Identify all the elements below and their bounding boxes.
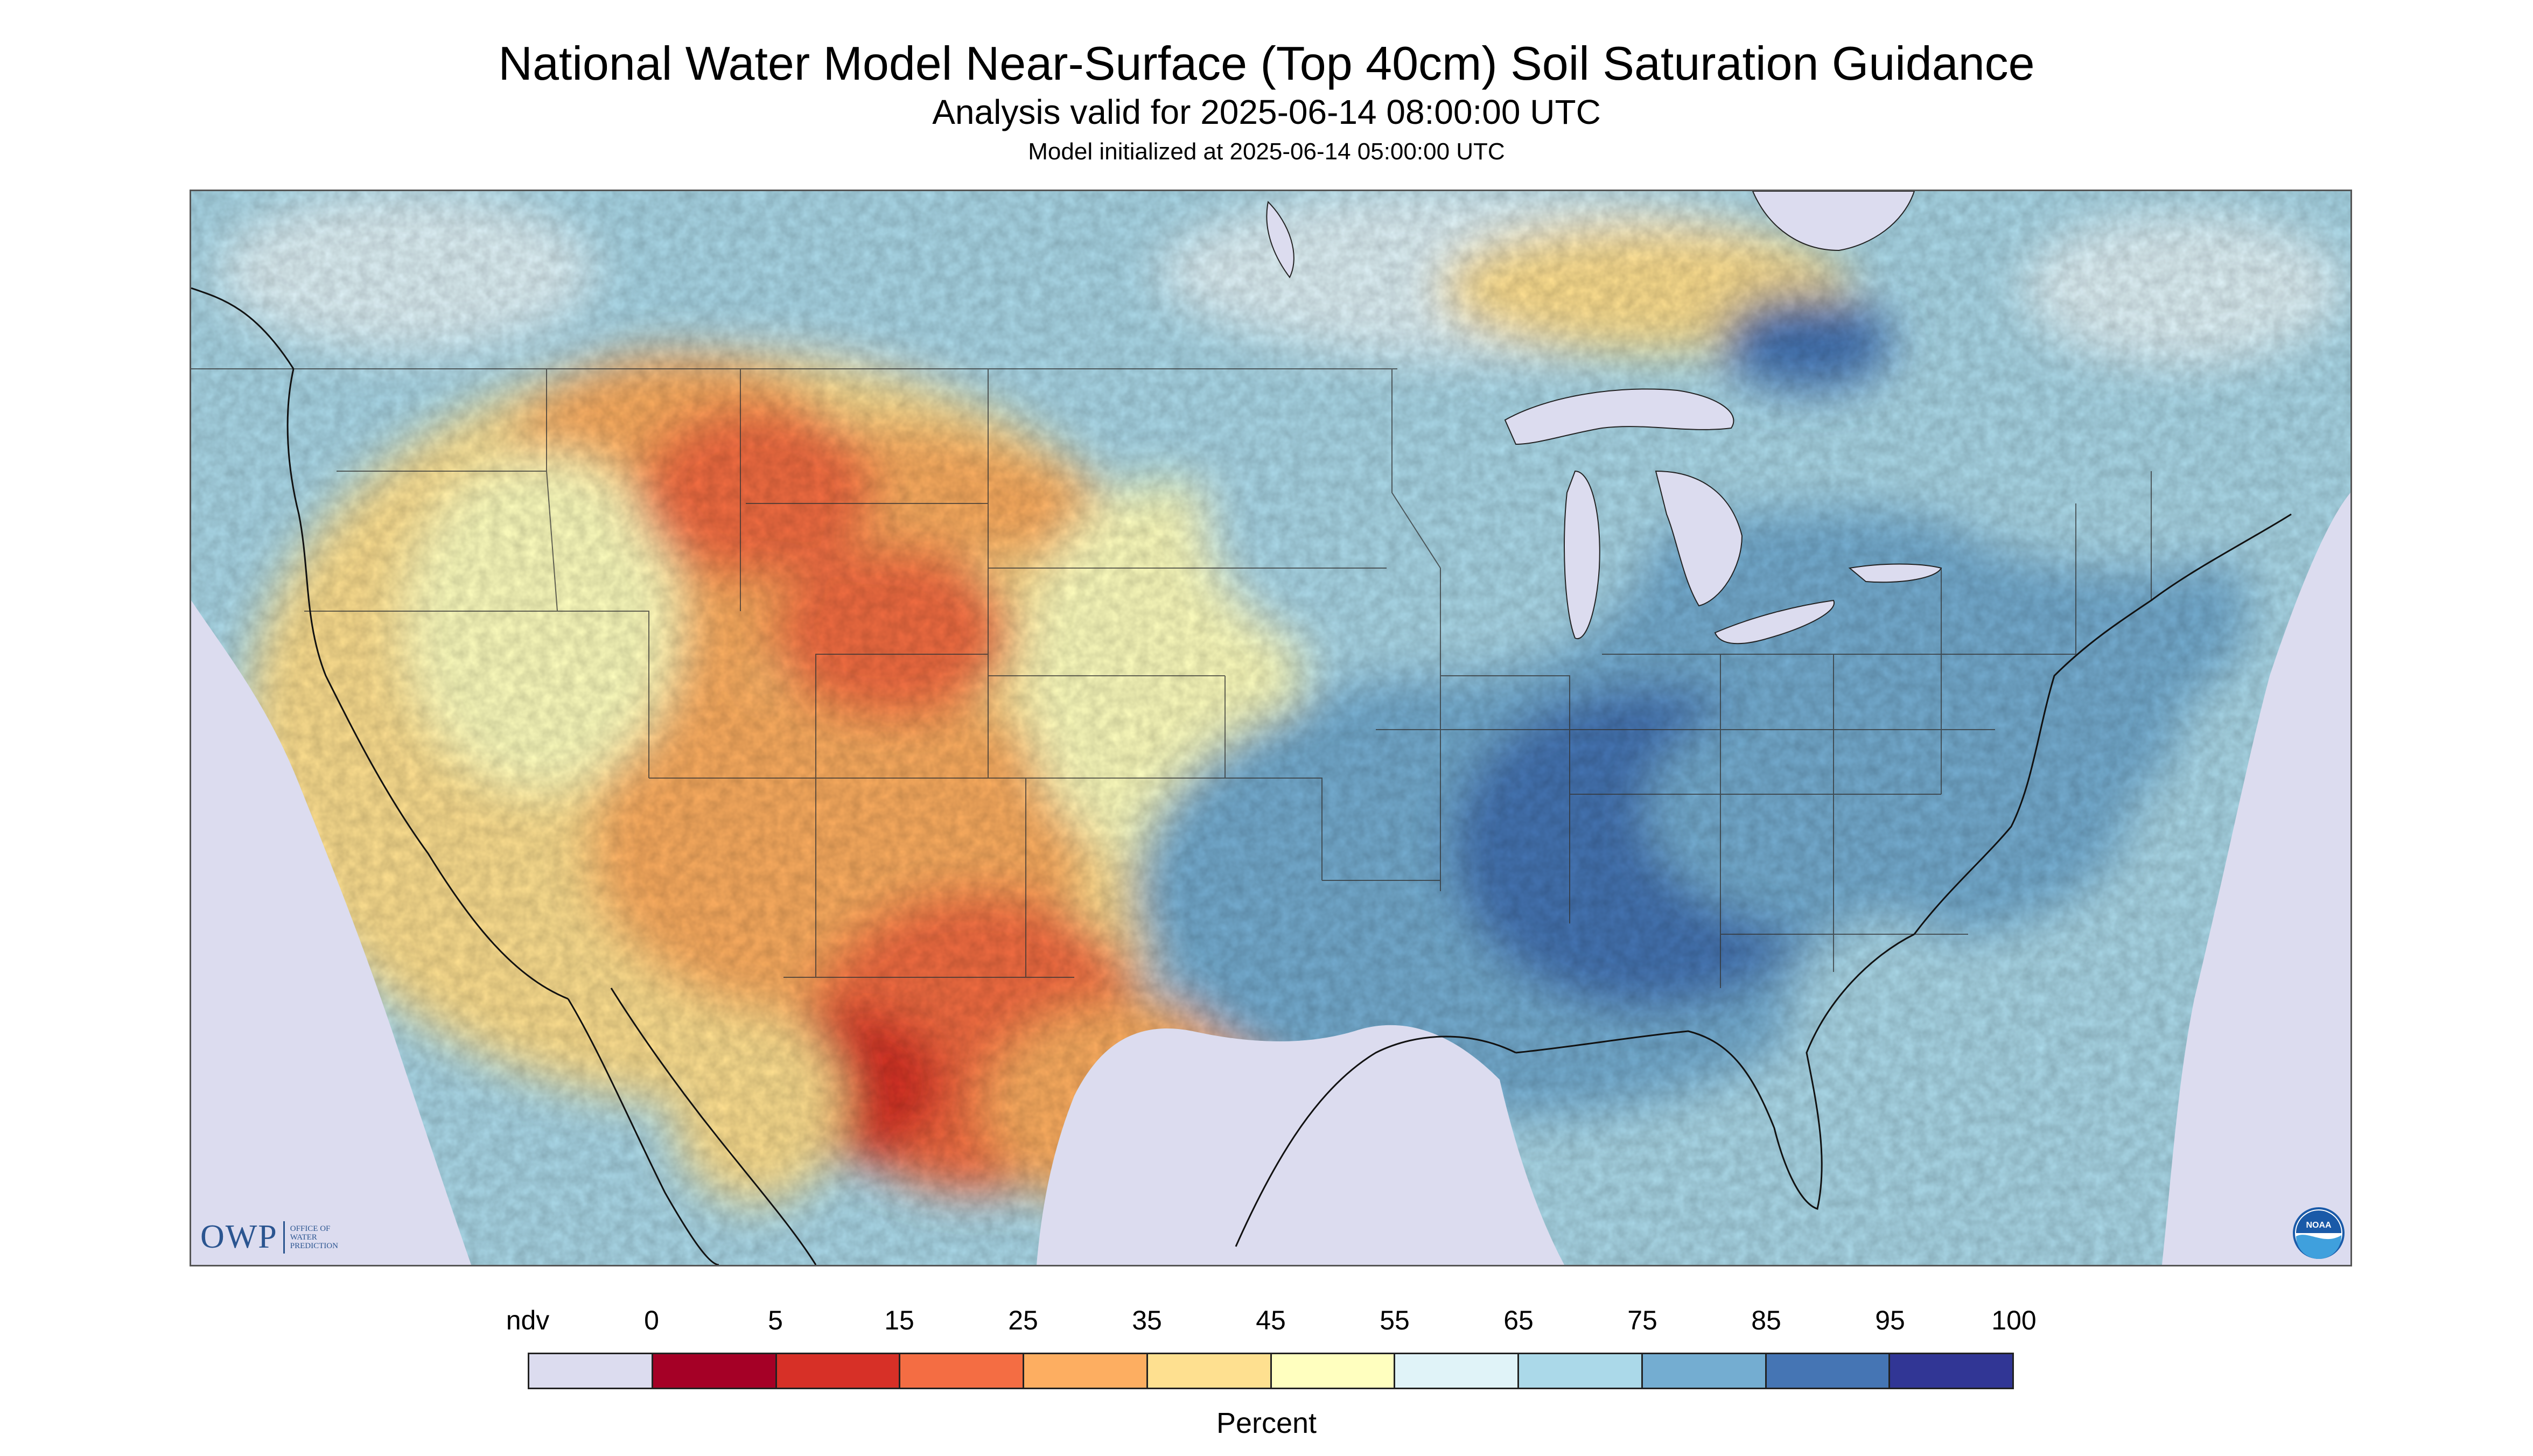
coastlines (191, 287, 2292, 1265)
owp-logo-text: OWP (200, 1219, 278, 1255)
legend-units-label: Percent (1216, 1407, 1317, 1439)
model-init-time: Model initialized at 2025-06-14 05:00:00… (1028, 138, 1505, 165)
legend-label: 45 (1256, 1305, 1286, 1335)
legend-swatch-8 (1519, 1354, 1643, 1388)
legend-label: 95 (1875, 1305, 1905, 1335)
legend-swatch-9 (1642, 1354, 1767, 1388)
owp-logo-subtext: OFFICE OF WATER PREDICTION (290, 1224, 338, 1250)
lake-winnipeg (1266, 200, 1295, 278)
owp-logo-divider (283, 1221, 285, 1254)
legend-swatch-11 (1890, 1354, 2012, 1388)
legend-label: 100 (1991, 1305, 2037, 1335)
legend-label: 25 (1008, 1305, 1038, 1335)
soil-saturation-map (190, 190, 2352, 1266)
legend-swatch-10 (1766, 1354, 1891, 1388)
legend-label: 85 (1751, 1305, 1781, 1335)
legend-label: 65 (1503, 1305, 1534, 1335)
legend-label: 15 (884, 1305, 914, 1335)
legend-swatch-5 (1147, 1354, 1272, 1388)
hudson-bay (1752, 191, 1915, 251)
legend-label: 5 (768, 1305, 783, 1335)
analysis-valid-time: Analysis valid for 2025-06-14 08:00:00 U… (932, 93, 1601, 131)
owp-logo: OWP OFFICE OF WATER PREDICTION (200, 1218, 338, 1256)
legend-swatch-6 (1271, 1354, 1396, 1388)
lakes-and-water (1266, 191, 1942, 645)
lake-michigan (1564, 470, 1600, 640)
legend-swatch-3 (900, 1354, 1024, 1388)
legend-swatch-1 (653, 1354, 777, 1388)
legend-swatch-4 (1024, 1354, 1148, 1388)
map-graphic (191, 191, 2350, 1265)
lake-huron (1655, 470, 1743, 607)
legend-label: 75 (1627, 1305, 1657, 1335)
legend-swatch-7 (1395, 1354, 1519, 1388)
legend-label: 0 (644, 1305, 659, 1335)
legend-label: 35 (1132, 1305, 1162, 1335)
map-title: National Water Model Near-Surface (Top 4… (498, 37, 2035, 90)
lake-superior (1504, 388, 1734, 445)
lake-erie (1714, 599, 1835, 645)
legend-label: ndv (506, 1305, 550, 1335)
noaa-logo-icon: NOAA (2293, 1207, 2345, 1259)
legend-labels: ndv 0 5 15 25 35 45 55 65 75 85 95 100 (0, 1304, 2533, 1342)
state-boundaries (191, 368, 2152, 988)
legend-label: 55 (1380, 1305, 1410, 1335)
svg-text:NOAA: NOAA (2306, 1221, 2332, 1230)
legend-swatch-2 (776, 1354, 901, 1388)
legend-swatch-0 (529, 1354, 653, 1388)
legend-colorbar (528, 1353, 2014, 1389)
